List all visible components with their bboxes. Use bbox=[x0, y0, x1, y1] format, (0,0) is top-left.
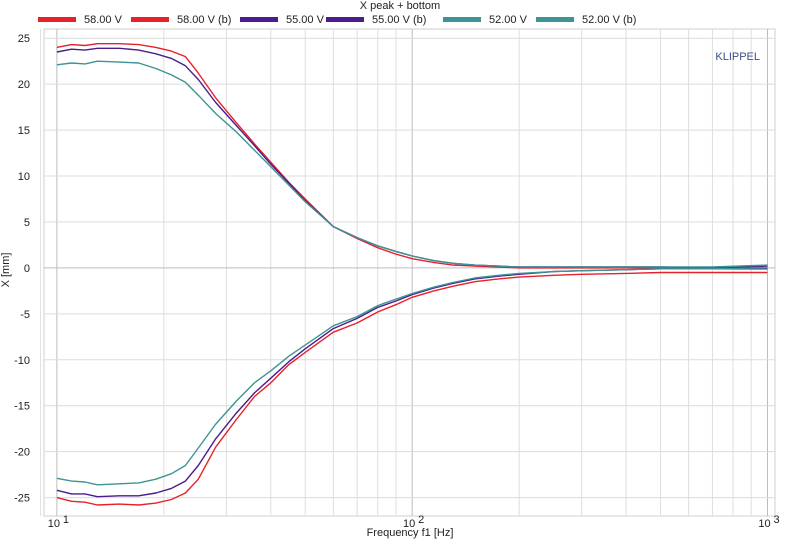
x-axis-label: Frequency f1 [Hz] bbox=[367, 527, 454, 539]
legend-swatch bbox=[443, 17, 481, 22]
watermark: KLIPPEL bbox=[715, 51, 760, 63]
x-tick-label: 10 bbox=[48, 518, 60, 530]
legend-swatch bbox=[38, 17, 76, 22]
legend: 58.00 V 58.00 V (b) 55.00 V 55.00 V (b) … bbox=[0, 13, 800, 27]
legend-swatch bbox=[326, 17, 364, 22]
x-tick-exponent: 1 bbox=[63, 514, 69, 526]
y-axis-label: X [mm] bbox=[0, 253, 12, 288]
series-layer bbox=[56, 43, 768, 506]
y-tick-label: 15 bbox=[18, 125, 30, 137]
x-tick-exponent: 3 bbox=[773, 514, 779, 526]
legend-label: 55.00 V bbox=[286, 14, 324, 26]
y-tick-label: 5 bbox=[24, 217, 30, 229]
legend-label: 52.00 V (b) bbox=[582, 14, 637, 26]
y-axis-ticks: 25 20 15 10 5 0 -5 -10 -15 -20 -25 bbox=[14, 33, 30, 504]
y-tick-label: 0 bbox=[24, 263, 30, 275]
x-tick-exponent: 2 bbox=[418, 514, 424, 526]
grid bbox=[40, 29, 775, 516]
y-tick-label: -25 bbox=[14, 493, 30, 505]
y-tick-label: -5 bbox=[20, 309, 30, 321]
series-line bbox=[56, 60, 768, 268]
legend-swatch bbox=[131, 17, 169, 22]
legend-swatch bbox=[240, 17, 278, 22]
legend-label: 55.00 V (b) bbox=[372, 14, 427, 26]
series-line bbox=[56, 267, 768, 486]
legend-label: 52.00 V bbox=[489, 14, 527, 26]
y-tick-label: -20 bbox=[14, 447, 30, 459]
y-tick-label: 10 bbox=[18, 171, 30, 183]
legend-swatch bbox=[536, 17, 574, 22]
legend-label: 58.00 V (b) bbox=[177, 14, 232, 26]
x-axis-ticks: 10 1 10 2 10 3 bbox=[48, 514, 780, 530]
series-line bbox=[56, 271, 768, 506]
y-tick-label: -15 bbox=[14, 401, 30, 413]
chart-title: X peak + bottom bbox=[359, 0, 441, 12]
y-tick-label: 20 bbox=[18, 79, 30, 91]
x-tick-label: 10 bbox=[403, 518, 415, 530]
x-tick-label: 10 bbox=[758, 518, 770, 530]
y-tick-label: -10 bbox=[14, 355, 30, 367]
y-tick-label: 25 bbox=[18, 33, 30, 45]
legend-label: 58.00 V bbox=[84, 14, 122, 26]
